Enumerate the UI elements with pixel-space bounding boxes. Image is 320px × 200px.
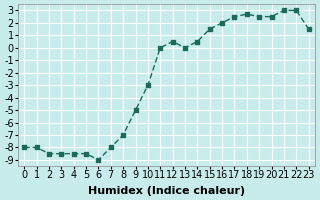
X-axis label: Humidex (Indice chaleur): Humidex (Indice chaleur)	[88, 186, 245, 196]
